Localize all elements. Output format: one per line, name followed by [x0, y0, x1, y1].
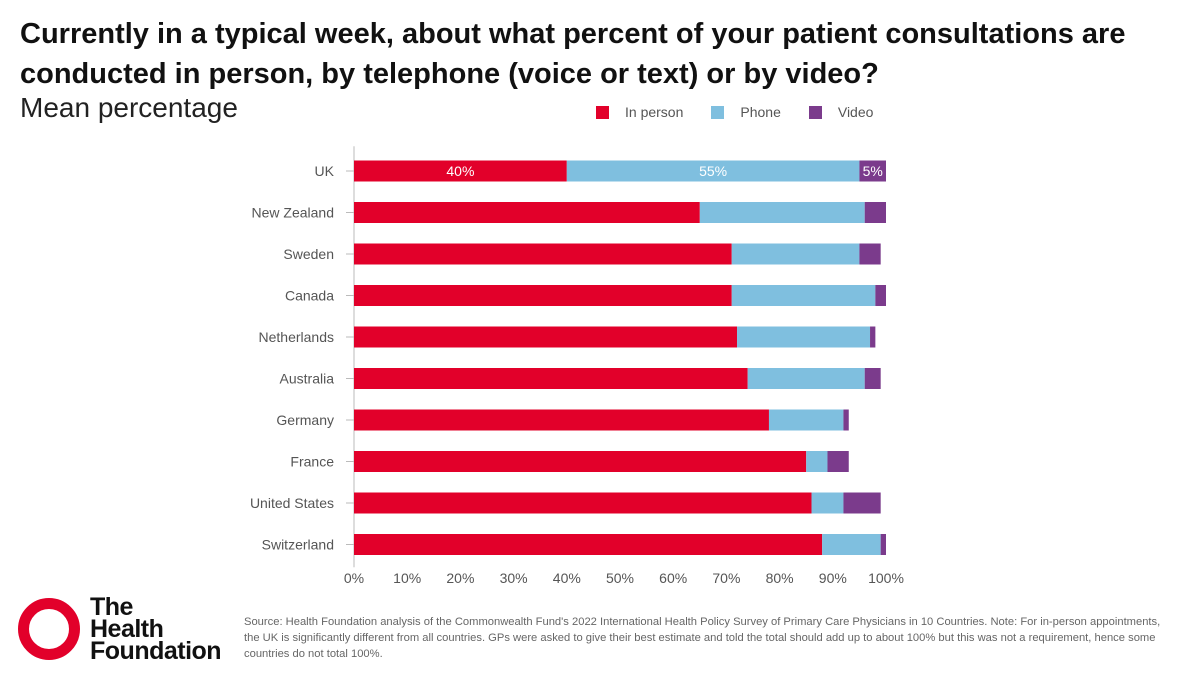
category-label-new-zealand: New Zealand — [252, 205, 335, 221]
bar-united-states-video — [843, 492, 881, 514]
bar-germany-video — [843, 409, 849, 431]
bar-united-states-phone — [811, 492, 844, 514]
category-label-netherlands: Netherlands — [259, 329, 335, 345]
stacked-bar-chart: 0% 10% 20% 30% 40% 50% 60% 70% 80% 90% 100% UK 40% 55… — [250, 146, 904, 586]
bar-france-in-person — [354, 451, 807, 472]
category-label-germany: Germany — [276, 412, 334, 428]
bar-canada-phone — [731, 285, 876, 306]
bar-new-zealand-in-person — [354, 202, 700, 223]
category-label-uk: UK — [315, 163, 335, 179]
legend: In person Phone Video — [596, 104, 901, 120]
data-label-uk-video: 5% — [863, 163, 883, 179]
bar-new-zealand-video — [864, 202, 886, 223]
legend-item-phone: Phone — [711, 104, 781, 120]
legend-swatch-phone — [711, 105, 725, 119]
logo-ring-icon — [18, 598, 80, 660]
x-tick-label: 80% — [766, 570, 794, 586]
bar-australia-in-person — [354, 368, 748, 389]
logo-line-2: Health — [90, 615, 164, 643]
bar-uk-in-person — [354, 160, 567, 182]
health-foundation-logo: The Health Foundation — [18, 593, 222, 665]
x-tick-label: 70% — [712, 570, 740, 586]
bar-switzerland-phone — [822, 534, 881, 555]
bar-uk-phone — [566, 160, 860, 182]
chart-subtitle: Mean percentage — [20, 92, 238, 123]
bar-new-zealand-phone — [699, 202, 865, 223]
x-tick-label: 10% — [393, 570, 421, 586]
legend-label-in-person: In person — [625, 104, 684, 120]
bar-france-phone — [806, 451, 828, 472]
category-label-sweden: Sweden — [283, 246, 334, 262]
bar-australia-phone — [747, 368, 865, 389]
logo-line-1: The — [90, 593, 133, 621]
category-label-canada: Canada — [285, 288, 334, 304]
legend-item-in-person: In person — [596, 104, 683, 120]
data-label-uk-phone: 55% — [699, 163, 727, 179]
bar-netherlands-video — [870, 326, 876, 348]
source-note: Source: Health Foundation analysis of th… — [244, 616, 1161, 660]
bar-germany-in-person — [354, 409, 769, 431]
bar-switzerland-video — [880, 534, 886, 555]
logo-wordmark: The Health Foundation — [90, 593, 222, 665]
bar-germany-phone — [768, 409, 844, 431]
bar-united-states-in-person — [354, 492, 812, 514]
bar-canada-video — [875, 285, 886, 306]
bar-canada-in-person — [354, 285, 732, 306]
legend-label-video: Video — [837, 104, 874, 120]
x-tick-label: 0% — [344, 570, 364, 586]
chart-title: Currently in a typical week, about what … — [20, 18, 1126, 90]
x-tick-label: 60% — [659, 570, 687, 586]
x-tick-label: 50% — [606, 570, 634, 586]
category-label-united-states: United States — [250, 495, 334, 511]
legend-item-video: Video — [808, 104, 874, 120]
bar-uk-video — [859, 160, 886, 182]
legend-swatch-in-person — [596, 105, 609, 119]
bar-france-video — [827, 451, 849, 472]
logo-line-3: Foundation — [90, 637, 222, 665]
x-tick-label: 100% — [868, 570, 904, 586]
legend-label-phone: Phone — [740, 104, 781, 120]
bar-netherlands-in-person — [354, 326, 738, 348]
bar-sweden-phone — [731, 243, 860, 265]
bar-netherlands-phone — [737, 326, 871, 348]
bar-australia-video — [864, 368, 881, 389]
x-tick-label: 30% — [500, 570, 528, 586]
legend-swatch-video — [808, 105, 822, 119]
x-tick-label: 40% — [553, 570, 581, 586]
category-label-australia: Australia — [280, 371, 335, 387]
bar-sweden-in-person — [354, 243, 732, 265]
x-tick-label: 20% — [446, 570, 474, 586]
x-tick-label: 90% — [819, 570, 847, 586]
bar-switzerland-in-person — [354, 534, 823, 555]
category-label-switzerland: Switzerland — [262, 537, 334, 553]
category-label-france: France — [290, 454, 334, 470]
bar-sweden-video — [859, 243, 881, 265]
data-label-uk-in-person: 40% — [446, 163, 474, 179]
